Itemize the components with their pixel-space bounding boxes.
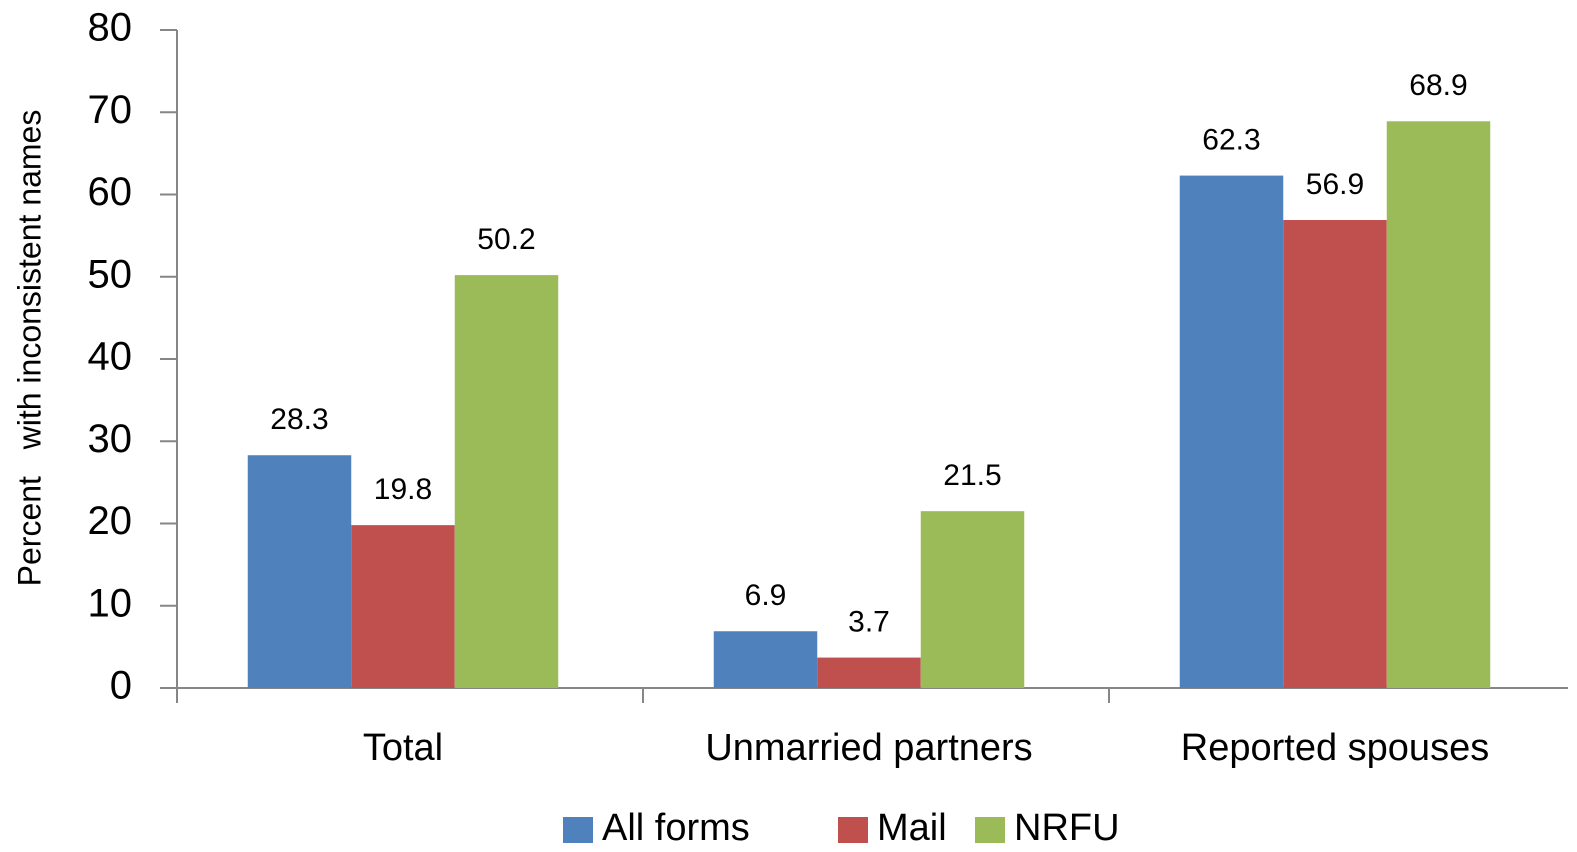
legend-label: Mail xyxy=(877,807,947,849)
bar xyxy=(920,511,1025,688)
y-tick-label: 20 xyxy=(88,499,133,543)
value-label: 6.9 xyxy=(745,579,787,612)
value-label: 62.3 xyxy=(1202,124,1260,157)
y-tick-label: 30 xyxy=(88,417,133,461)
bar xyxy=(1386,121,1491,689)
bar xyxy=(351,525,455,688)
y-tick-label: 80 xyxy=(88,6,133,50)
y-tick-label: 0 xyxy=(110,664,132,708)
value-label: 19.8 xyxy=(374,473,432,506)
value-label: 21.5 xyxy=(943,459,1001,492)
legend-label: All forms xyxy=(602,807,750,849)
bar xyxy=(454,275,559,688)
y-tick-label: 60 xyxy=(88,170,133,214)
x-tick-label: Unmarried partners xyxy=(705,727,1032,769)
value-label: 56.9 xyxy=(1306,168,1364,201)
bar xyxy=(817,657,921,688)
bar xyxy=(1179,175,1284,688)
value-label: 68.9 xyxy=(1409,69,1467,102)
y-tick-label: 10 xyxy=(88,581,133,625)
bar xyxy=(1283,219,1387,688)
legend-label: NRFU xyxy=(1014,807,1120,849)
legend-swatch xyxy=(975,817,1005,843)
value-label: 28.3 xyxy=(270,403,328,436)
bar xyxy=(713,631,818,688)
bar xyxy=(247,455,352,688)
legend-swatch xyxy=(563,817,593,843)
y-tick-label: 50 xyxy=(88,252,133,296)
y-axis-label: Percent with inconsistent names xyxy=(11,110,47,587)
legend-swatch xyxy=(838,817,868,843)
value-label: 3.7 xyxy=(848,605,890,638)
y-tick-label: 70 xyxy=(88,88,133,132)
x-tick-label: Reported spouses xyxy=(1181,727,1489,769)
value-label: 50.2 xyxy=(477,223,535,256)
x-tick-label: Total xyxy=(363,727,443,769)
y-tick-label: 40 xyxy=(88,335,133,379)
